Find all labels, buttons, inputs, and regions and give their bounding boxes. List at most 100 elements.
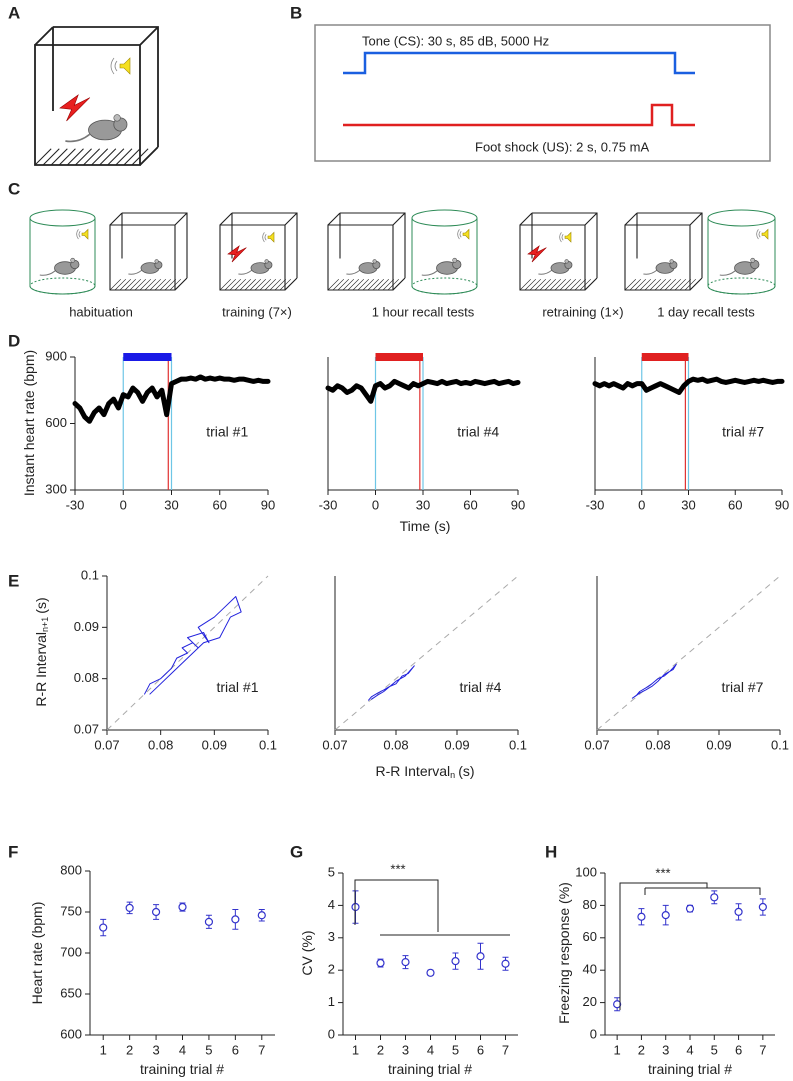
x-axis-title-text: Time (s) <box>400 518 451 534</box>
panel-letter: A <box>8 3 20 22</box>
mouse-tail <box>65 133 91 143</box>
y-axis-title: CV (%) <box>299 930 315 975</box>
panel-letter: G <box>290 842 303 861</box>
stage-label: 1 day recall tests <box>657 304 755 319</box>
x-tick-label: 90 <box>261 497 275 512</box>
panel-letter: H <box>545 842 557 861</box>
x-tick-label: 7 <box>502 1042 509 1057</box>
significance-label: *** <box>390 861 405 876</box>
x-axis-title-sub: n <box>450 770 455 780</box>
x-tick-label: 6 <box>477 1042 484 1057</box>
y-tick-label: 0.09 <box>74 619 99 634</box>
speaker-icon <box>81 228 89 240</box>
x-tick-label: 5 <box>205 1042 212 1057</box>
x-axis-title: training trial # <box>388 1061 472 1077</box>
y-axis-title-unit: (s) <box>33 597 49 613</box>
y-tick-label: 60 <box>583 929 597 944</box>
x-tick-label: 7 <box>759 1042 766 1057</box>
cylinder <box>707 209 776 295</box>
cylinder <box>29 209 96 295</box>
y-axis-title: Heart rate (bpm) <box>29 902 45 1005</box>
mouse-ear <box>669 259 674 264</box>
mouse-tail <box>719 270 736 276</box>
y-tick-label: 0.07 <box>74 721 99 736</box>
y-tick-label: 900 <box>45 348 67 363</box>
x-tick-label: 90 <box>775 497 789 512</box>
trial-label: trial #7 <box>721 679 763 695</box>
point <box>204 917 214 926</box>
mouse-ear <box>70 257 76 263</box>
cage-outline <box>219 212 298 291</box>
floor-hatch <box>34 148 157 166</box>
trace <box>592 376 785 395</box>
cylinder-body <box>29 218 96 295</box>
y-tick-label: 600 <box>45 415 67 430</box>
shock-icon <box>227 245 247 263</box>
x-tick-label: 0.09 <box>706 737 731 752</box>
cylinder <box>411 209 478 295</box>
x-axis-title: training trial # <box>648 1061 732 1077</box>
mouse-ear <box>264 259 269 264</box>
identity-line <box>596 575 781 731</box>
y-tick-label: 40 <box>583 962 597 977</box>
floor-hatch <box>109 278 187 291</box>
x-tick-label: 90 <box>511 497 525 512</box>
sound-waves <box>110 57 118 75</box>
y-tick-label: 0 <box>590 1026 597 1041</box>
point <box>451 957 460 966</box>
cage <box>519 212 598 291</box>
trace <box>368 665 415 701</box>
cylinder-top <box>707 209 776 227</box>
mouse-tail <box>346 270 360 275</box>
x-tick-label: 0.07 <box>584 737 609 752</box>
tone-bar <box>641 353 689 361</box>
x-tick-label: 2 <box>126 1042 133 1057</box>
mouse-ear <box>452 257 458 263</box>
x-axis-title-unit: (s) <box>458 763 474 779</box>
x-tick-label: 3 <box>662 1042 669 1057</box>
x-tick-label: 0 <box>638 497 645 512</box>
cage-outline <box>34 26 159 166</box>
x-tick-label: 30 <box>164 497 178 512</box>
y-tick-label: 0.08 <box>74 670 99 685</box>
trace <box>72 374 271 424</box>
stage-label: training (7×) <box>222 304 292 319</box>
x-tick-label: 30 <box>681 497 695 512</box>
y-tick-label: 5 <box>328 864 335 879</box>
x-tick-label: 4 <box>686 1042 693 1057</box>
panel-letter: C <box>8 179 20 198</box>
x-tick-label: 60 <box>463 497 477 512</box>
x-axis-title: training trial # <box>140 1061 224 1077</box>
tone-bar <box>123 353 172 361</box>
point <box>231 915 240 924</box>
y-axis-title-text: Heart rate (bpm) <box>29 902 45 1005</box>
mouse-tail <box>538 270 552 275</box>
x-tick-label: 0.08 <box>148 737 173 752</box>
mouse-tail <box>643 270 657 275</box>
trial-label: trial #1 <box>206 424 248 440</box>
x-tick-label: 0.09 <box>202 737 227 752</box>
point <box>637 912 646 921</box>
x-tick-label: 6 <box>735 1042 742 1057</box>
x-tick-label: 3 <box>402 1042 409 1057</box>
stage-label: retraining (1×) <box>542 304 623 319</box>
speaker-icon <box>267 231 275 243</box>
x-tick-label: 0.1 <box>771 737 789 752</box>
y-axis-title-text: Freezing response (%) <box>556 882 572 1024</box>
shock-icon <box>59 94 91 122</box>
speaker-icon <box>761 228 769 240</box>
trial-label: trial #4 <box>459 679 501 695</box>
y-axis-title-sub: n+1 <box>40 617 50 632</box>
x-tick-label: 30 <box>416 497 430 512</box>
x-tick-label: 7 <box>258 1042 265 1057</box>
y-tick-label: 700 <box>60 944 82 959</box>
cage <box>109 212 188 291</box>
x-tick-label: 0.09 <box>444 737 469 752</box>
cylinder-floor <box>29 277 96 295</box>
x-axis-title-text: training trial # <box>140 1061 224 1077</box>
shock-icon <box>527 245 547 263</box>
point <box>151 907 161 917</box>
x-tick-label: -30 <box>319 497 338 512</box>
floor-hatch <box>219 278 297 291</box>
x-tick-label: 0 <box>372 497 379 512</box>
